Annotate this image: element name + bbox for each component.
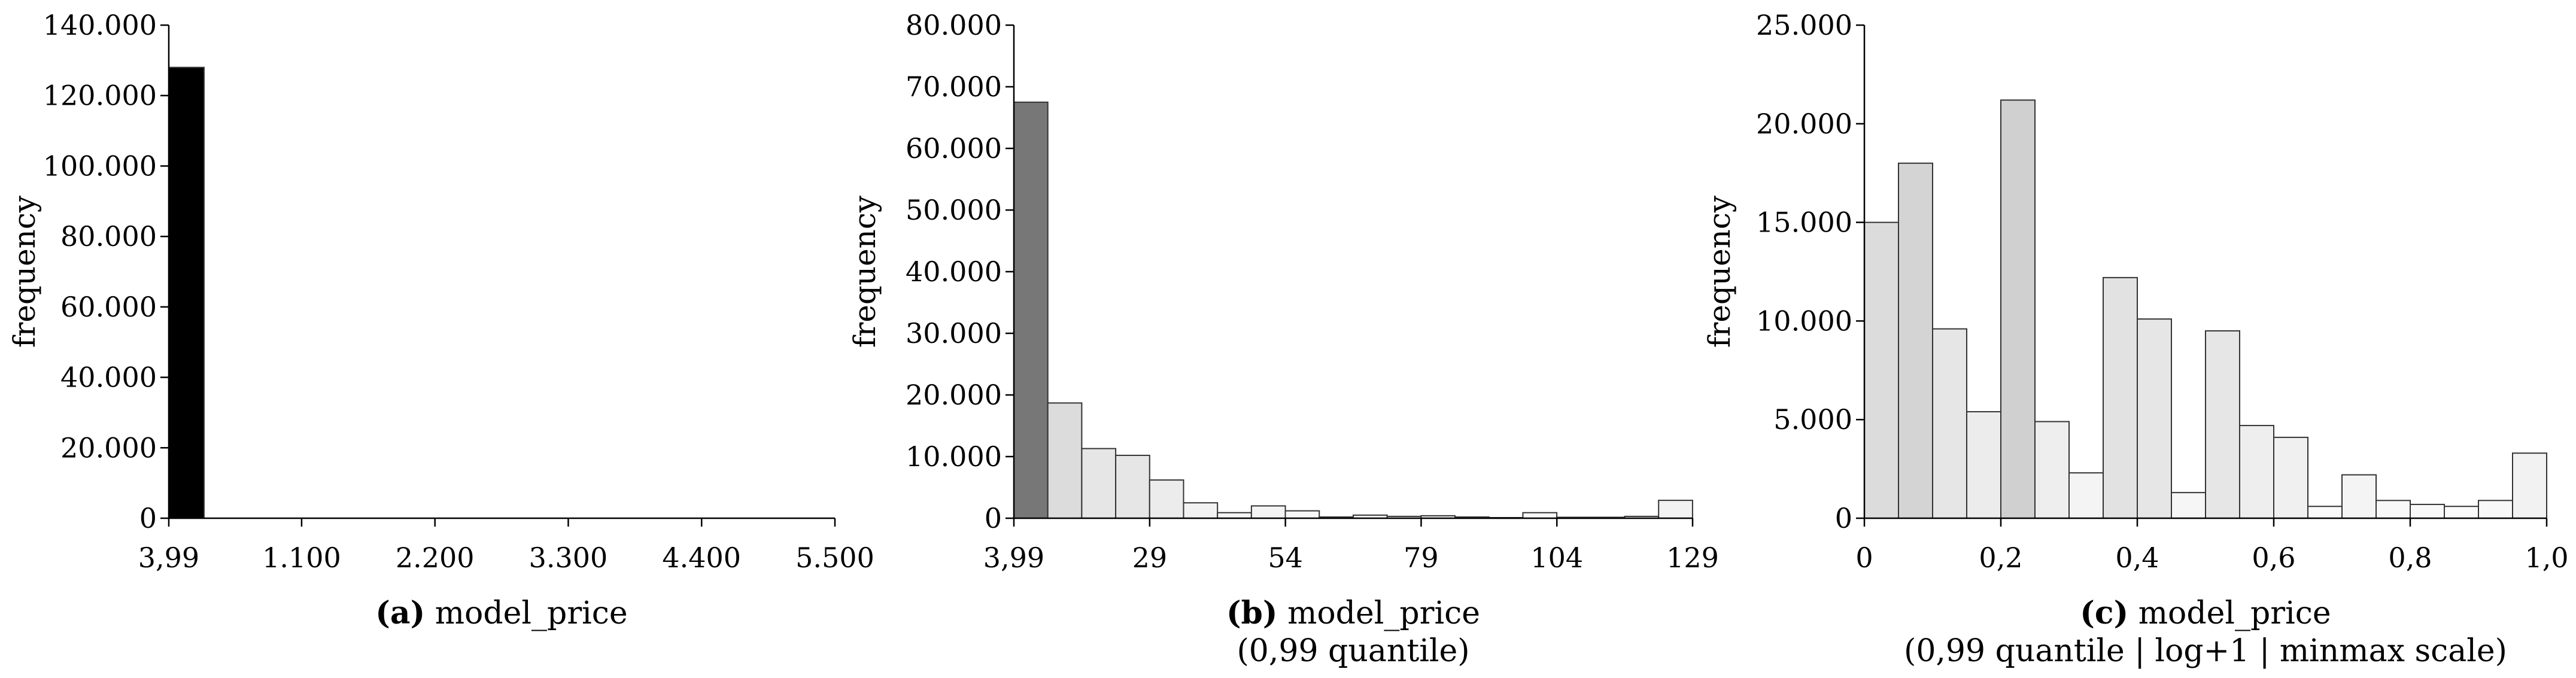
x-tick-label: 0,4	[2115, 542, 2159, 574]
y-tick-label: 0	[1835, 502, 1852, 534]
histogram-bar	[1149, 479, 1184, 519]
histogram-bar	[1284, 510, 1320, 519]
histogram-bar	[1864, 221, 1899, 519]
y-tick-label: 10.000	[906, 440, 1002, 473]
y-tick-label: 20.000	[1756, 108, 1852, 140]
panel-caption-tag: (a)	[375, 595, 425, 631]
x-tick-label: 4.400	[662, 542, 741, 574]
x-tick-label: 54	[1268, 542, 1303, 574]
y-tick-label: 15.000	[1756, 206, 1852, 239]
histogram-bar	[1522, 512, 1558, 519]
histogram-bar	[2273, 436, 2308, 519]
x-tick-label: 79	[1404, 542, 1439, 574]
panel-caption: (c) model_price	[2080, 595, 2331, 631]
histogram-panel-b: 0 10.000 20.000 30.000 40.000 50.000 60.000 70.…	[847, 9, 1719, 669]
panel-caption-tag: (b)	[1226, 595, 1278, 631]
y-tick-label: 140.000	[43, 9, 157, 41]
y-tick-label: 100.000	[43, 150, 157, 182]
x-tick-label: 3,99	[138, 542, 199, 574]
histogram-bar	[1250, 505, 1286, 519]
histogram-bar	[1217, 512, 1252, 519]
histogram-bar	[2478, 500, 2513, 519]
x-tick-label: 1.100	[262, 542, 341, 574]
panel-caption-subtitle: (0,99 quantile)	[1237, 633, 1469, 669]
x-tick-label: 0,8	[2388, 542, 2432, 574]
histogram-bar	[2341, 474, 2377, 519]
histogram-panel-a: 0 20.000 40.000 60.000 80.000 100.000 120.000 1…	[7, 9, 874, 631]
y-tick-label: 0	[139, 502, 157, 534]
y-tick-label: 60.000	[906, 132, 1002, 165]
y-tick-label: 120.000	[43, 80, 157, 112]
x-tick-label: 0,2	[1979, 542, 2022, 574]
x-tick-label: 104	[1530, 542, 1583, 574]
y-axis-label: frequency	[1702, 195, 1737, 348]
x-tick-label: 129	[1666, 542, 1719, 574]
histogram-bar	[1115, 454, 1150, 519]
histogram-bar	[2239, 425, 2274, 519]
panel-caption-text: model_price	[1287, 595, 1480, 631]
histogram-bar	[1013, 101, 1049, 519]
y-tick-label: 80.000	[60, 220, 157, 253]
histogram-bar	[1081, 448, 1117, 519]
y-tick-label: 0	[985, 502, 1002, 534]
histogram-bar	[1047, 402, 1083, 519]
panel-caption-text: model_price	[435, 595, 628, 631]
histogram-bar	[2068, 472, 2104, 519]
histogram-bar	[2512, 452, 2547, 519]
y-tick-label: 80.000	[906, 9, 1002, 41]
x-tick-label: 1,0	[2525, 542, 2568, 574]
histogram-bar	[1966, 411, 2001, 519]
histogram-bar	[2034, 421, 2070, 519]
histogram-bar	[2137, 318, 2172, 519]
histogram-bar	[2444, 506, 2479, 519]
x-tick-label: 0	[1855, 542, 1873, 574]
y-tick-label: 70.000	[906, 71, 1002, 103]
histogram-bar	[2103, 276, 2138, 519]
histogram-bar	[168, 66, 205, 519]
panel-caption-gap	[2128, 595, 2138, 631]
y-tick-label: 60.000	[60, 291, 157, 323]
y-axis-label: frequency	[847, 195, 882, 348]
y-tick-label: 25.000	[1756, 9, 1852, 41]
x-tick-label: 3,99	[983, 542, 1044, 574]
panel-caption: (b) model_price	[1226, 595, 1480, 631]
y-tick-label: 50.000	[906, 194, 1002, 226]
histogram-bar	[1658, 500, 1693, 519]
histogram-bar	[1932, 328, 1967, 519]
y-tick-label: 40.000	[906, 256, 1002, 288]
y-tick-label: 20.000	[906, 379, 1002, 411]
y-tick-label: 5.000	[1773, 403, 1852, 436]
histogram-panel-c: 0 5.000 10.000 15.000 20.000 25.000 0 0,2 0,4 0,6…	[1702, 9, 2569, 669]
panel-caption-subtitle: (0,99 quantile | log+1 | minmax scale)	[1904, 633, 2507, 669]
panel-caption: (a) model_price	[375, 595, 627, 631]
y-tick-label: 30.000	[906, 317, 1002, 349]
x-tick-label: 29	[1132, 542, 1168, 574]
y-tick-label: 20.000	[60, 431, 157, 464]
x-tick-label: 3.300	[529, 542, 608, 574]
panel-caption-gap	[1278, 595, 1288, 631]
histogram-bar	[2205, 330, 2240, 519]
histogram-bar	[1898, 162, 1933, 519]
x-tick-label: 2.200	[396, 542, 475, 574]
y-tick-label: 40.000	[60, 361, 157, 394]
histogram-bar	[2000, 99, 2036, 519]
histogram-bar	[2375, 500, 2411, 519]
y-tick-label: 10.000	[1756, 305, 1852, 337]
panel-caption-gap	[425, 595, 435, 631]
x-tick-label: 0,6	[2252, 542, 2295, 574]
panel-caption-text: model_price	[2138, 595, 2331, 631]
histogram-bar	[2410, 503, 2445, 519]
y-axis-label: frequency	[7, 195, 42, 348]
histogram-bar	[1183, 502, 1219, 519]
panel-caption-tag: (c)	[2080, 595, 2128, 631]
x-tick-label: 5.500	[795, 542, 874, 574]
histogram-bar	[2171, 492, 2206, 519]
histogram-bar	[2307, 506, 2343, 519]
